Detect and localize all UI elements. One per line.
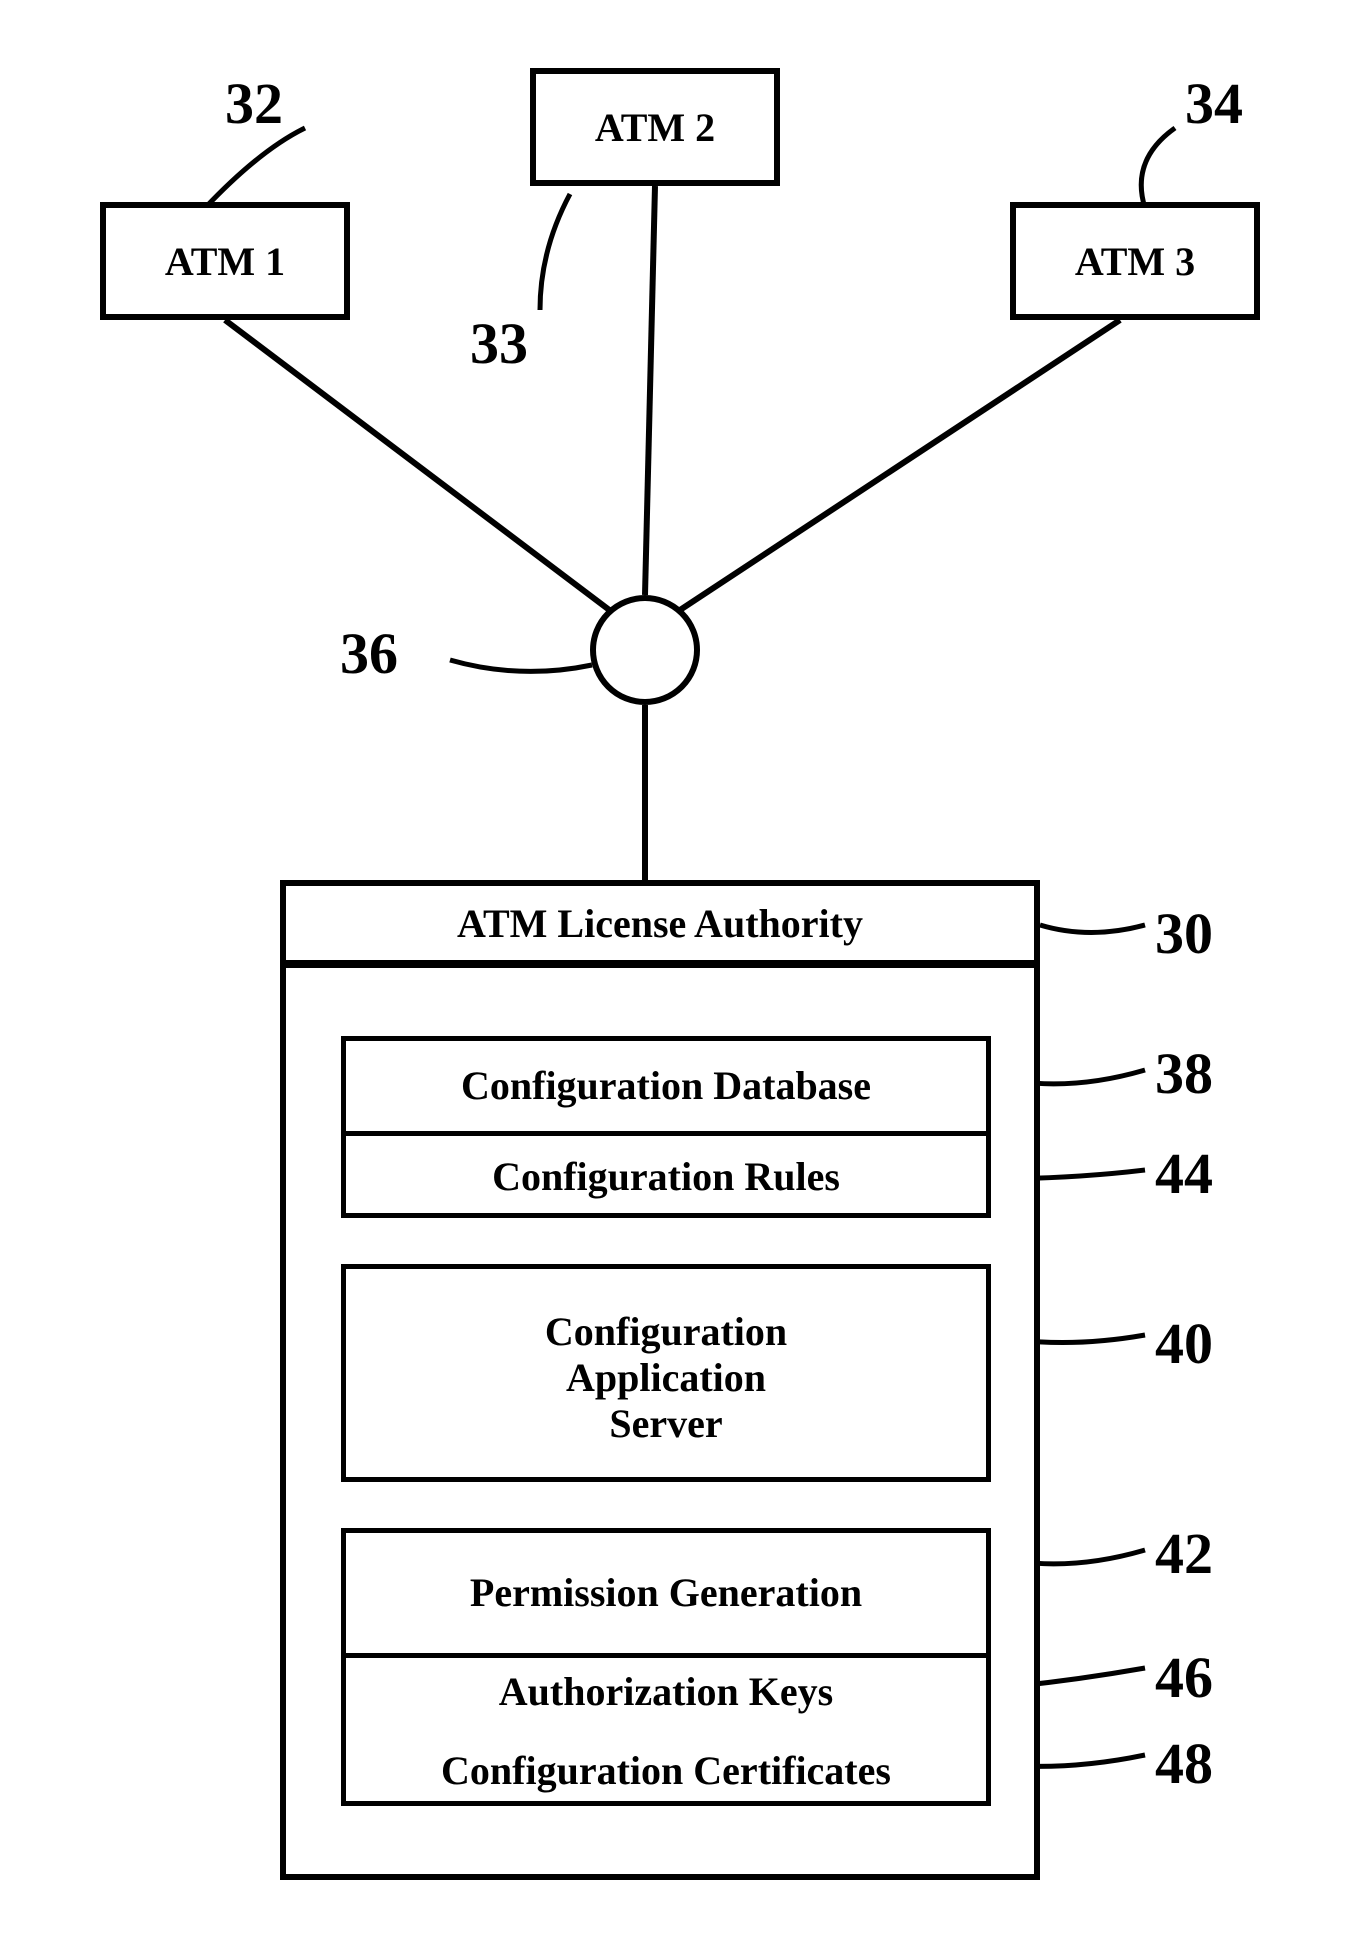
perm-label: Permission Generation — [470, 1570, 862, 1616]
line-atm1-hub — [225, 320, 612, 612]
ref-appsrv: 40 — [1155, 1310, 1213, 1377]
ref-cfgdb-text: 38 — [1155, 1041, 1213, 1106]
authkeys-label: Authorization Keys — [499, 1669, 833, 1715]
ref-cfgdb: 38 — [1155, 1040, 1213, 1107]
authority-title-row: ATM License Authority — [286, 886, 1034, 968]
atm2-label: ATM 2 — [595, 104, 715, 151]
atm1-label: ATM 1 — [165, 238, 285, 285]
appsrv-row: Configuration Application Server — [346, 1269, 986, 1487]
atm3-box: ATM 3 — [1010, 202, 1260, 320]
cfgdb-row2: Configuration Rules — [346, 1131, 986, 1223]
ref-atm1: 32 — [225, 70, 283, 137]
perm-row1: Permission Generation — [346, 1533, 986, 1653]
hub-node — [590, 595, 700, 705]
perm-row3: Configuration Certificates — [346, 1731, 986, 1811]
certs-label: Configuration Certificates — [441, 1748, 891, 1794]
line-atm3-hub — [680, 320, 1120, 610]
ref-perm-text: 42 — [1155, 1521, 1213, 1586]
ref-atm3-text: 34 — [1185, 71, 1243, 136]
leader-atm3 — [1141, 128, 1175, 208]
cfgdb-box: Configuration Database Configuration Rul… — [341, 1036, 991, 1218]
atm1-box: ATM 1 — [100, 202, 350, 320]
authority-title: ATM License Authority — [457, 900, 863, 947]
atm2-box: ATM 2 — [530, 68, 780, 186]
ref-cfgrules: 44 — [1155, 1140, 1213, 1207]
ref-hub: 36 — [340, 620, 398, 687]
ref-atm3: 34 — [1185, 70, 1243, 137]
ref-authority-text: 30 — [1155, 901, 1213, 966]
ref-hub-text: 36 — [340, 621, 398, 686]
leader-atm1 — [205, 128, 305, 208]
perm-box: Permission Generation Authorization Keys… — [341, 1528, 991, 1806]
leader-atm2 — [540, 194, 570, 310]
leader-hub — [450, 660, 592, 671]
ref-certs-text: 48 — [1155, 1731, 1213, 1796]
ref-authority: 30 — [1155, 900, 1213, 967]
ref-cfgrules-text: 44 — [1155, 1141, 1213, 1206]
ref-atm2-text: 33 — [470, 311, 528, 376]
ref-perm: 42 — [1155, 1520, 1213, 1587]
ref-appsrv-text: 40 — [1155, 1311, 1213, 1376]
ref-authkeys: 46 — [1155, 1644, 1213, 1711]
ref-atm1-text: 32 — [225, 71, 283, 136]
cfgrules-label: Configuration Rules — [492, 1154, 840, 1200]
leader-authority — [1040, 925, 1145, 933]
authority-box: ATM License Authority Configuration Data… — [280, 880, 1040, 1880]
ref-authkeys-text: 46 — [1155, 1645, 1213, 1710]
cfgdb-label: Configuration Database — [461, 1063, 871, 1109]
appsrv-label: Configuration Application Server — [545, 1309, 787, 1447]
perm-row2: Authorization Keys — [346, 1653, 986, 1731]
line-atm2-hub — [645, 186, 655, 595]
cfgdb-row1: Configuration Database — [346, 1041, 986, 1131]
atm3-label: ATM 3 — [1075, 238, 1195, 285]
ref-certs: 48 — [1155, 1730, 1213, 1797]
ref-atm2: 33 — [470, 310, 528, 377]
appsrv-box: Configuration Application Server — [341, 1264, 991, 1482]
